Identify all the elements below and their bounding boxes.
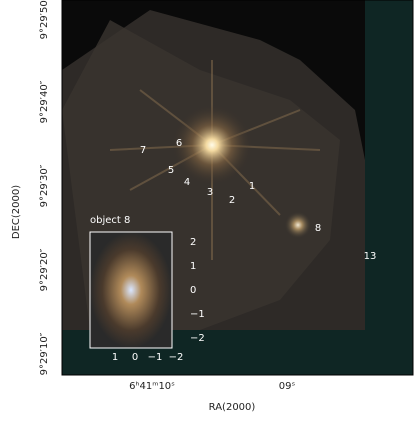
inset-y-tick: 0 [190,285,196,296]
inset-x-tick: −2 [169,352,184,363]
object-label: 8 [315,223,321,234]
axis-label: RA(2000) [209,402,256,413]
object-label: 5 [168,165,174,176]
x-axis: 6ʰ41ᵐ10ˢ 09ˢ RA(2000) [129,381,295,413]
y-tick-label: 9°29′30″ [39,164,50,207]
object-label: 6 [176,138,182,149]
inset-y-tick: −1 [190,309,205,320]
object-label: 2 [229,195,235,206]
axis-label: DEC(2000) [11,185,22,239]
inset-x-tick: 1 [112,352,118,363]
inset-y-tick: 1 [190,261,196,272]
x-tick-label: 6ʰ41ᵐ10ˢ [129,381,175,392]
object-label: 3 [207,187,213,198]
object-label: 7 [140,145,146,156]
inset: object 8 [89,215,173,349]
object-label: 1 [249,181,255,192]
inset-y-tick: −2 [190,333,205,344]
x-tick-label: 09ˢ [279,381,296,392]
y-tick-label: 9°29′40″ [39,80,50,123]
y-axis: DEC(2000) [11,185,22,239]
inset-x-tick: −1 [148,352,163,363]
object-label: 4 [184,177,190,188]
object-label: 13 [364,251,377,262]
inset-title: object 8 [90,215,130,226]
y-tick-label: 9°29′10″ [39,332,50,375]
y-tick-label: 9°29′20″ [39,248,50,291]
inset-y-tick: 2 [190,237,196,248]
inset-x-tick: 0 [132,352,138,363]
y-tick-label: 9°29′50″ [39,0,50,39]
